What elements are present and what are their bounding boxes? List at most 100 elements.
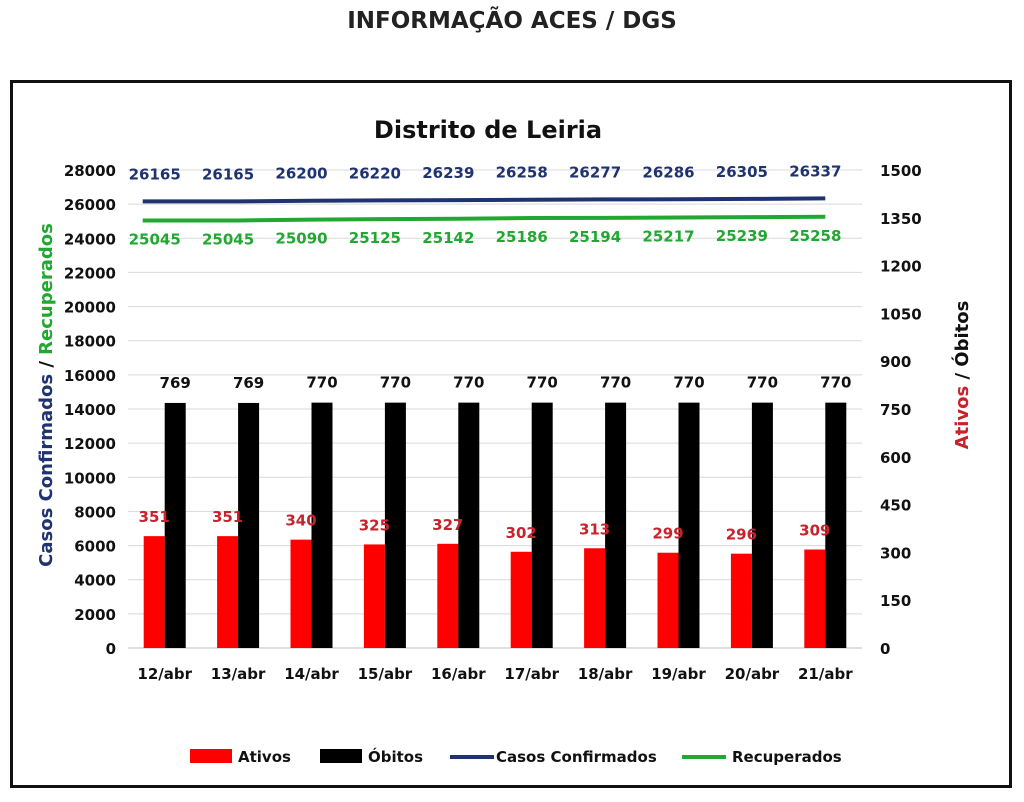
y-tick-left: 16000 — [64, 367, 116, 385]
series-line-recuperados — [142, 214, 826, 223]
data-label-ativos: 327 — [432, 516, 463, 534]
series-lines — [142, 196, 826, 223]
y-tick-left: 4000 — [74, 572, 116, 590]
legend-swatch-ativos — [190, 749, 232, 763]
data-label-recuperados: 25194 — [569, 228, 621, 246]
y-tick-right: 1050 — [880, 305, 922, 323]
y-tick-left: 8000 — [74, 503, 116, 521]
legend-label-confirmados: Casos Confirmados — [496, 748, 657, 766]
data-label-obitos: 769 — [160, 374, 191, 392]
data-label-recuperados: 25217 — [642, 228, 694, 246]
y-tick-left: 10000 — [64, 469, 116, 487]
legend-label-recuperados: Recuperados — [732, 748, 842, 766]
x-tick-label: 21/abr — [798, 665, 853, 683]
bar-ativos — [217, 536, 239, 648]
data-label-confirmados: 26165 — [202, 165, 254, 183]
y-tick-left: 26000 — [64, 196, 116, 214]
bar-ativos — [730, 553, 752, 648]
y-axis-label-left: Casos Confirmados / Recuperados — [36, 223, 57, 567]
data-label-recuperados: 25186 — [496, 228, 548, 246]
y-tick-right: 600 — [880, 449, 911, 467]
y-axis-label-sep-right: / — [952, 367, 973, 386]
y-tick-right: 750 — [880, 401, 911, 419]
data-label-recuperados: 25045 — [202, 230, 254, 248]
bar-ativos — [290, 539, 312, 648]
y-tick-right: 150 — [880, 592, 911, 610]
data-label-recuperados: 25125 — [349, 229, 401, 247]
y-tick-right: 300 — [880, 544, 911, 562]
legend: Ativos Óbitos Casos Confirmados Recuperados — [190, 747, 842, 766]
data-label-ativos: 340 — [285, 512, 316, 530]
data-label-ativos: 351 — [212, 508, 243, 526]
data-label-recuperados: 25045 — [129, 230, 181, 248]
x-tick-label: 19/abr — [651, 665, 706, 683]
y-tick-right: 0 — [880, 640, 890, 658]
data-label-ativos: 351 — [139, 508, 170, 526]
bar-obitos — [678, 402, 700, 648]
bar-ativos — [510, 551, 532, 648]
series-line-confirmados — [142, 196, 826, 204]
bar-obitos — [751, 402, 773, 648]
data-label-confirmados: 26200 — [275, 165, 327, 183]
bar-ativos — [437, 543, 459, 648]
data-labels: 351 351 340 325 327 302 313 299 296 309 769 769 770 7… — [129, 162, 852, 543]
y-tick-left: 28000 — [64, 162, 116, 180]
legend-label-ativos: Ativos — [238, 748, 291, 766]
bar-obitos — [458, 402, 480, 648]
data-label-confirmados: 26220 — [349, 164, 401, 182]
data-label-obitos: 770 — [453, 374, 484, 392]
y-tick-left: 6000 — [74, 538, 116, 556]
data-label-ativos: 313 — [579, 520, 610, 538]
data-label-ativos: 302 — [506, 524, 537, 542]
data-label-obitos: 770 — [820, 374, 851, 392]
y-axis-label-right: Ativos / Óbitos — [951, 301, 973, 450]
x-tick-label: 20/abr — [725, 665, 780, 683]
y-tick-right: 1500 — [880, 162, 922, 180]
y-tick-left: 22000 — [64, 264, 116, 282]
y-tick-right: 1350 — [880, 210, 922, 228]
data-label-confirmados: 26258 — [496, 164, 548, 182]
y-tick-right: 900 — [880, 353, 911, 371]
y-tick-left: 14000 — [64, 401, 116, 419]
data-label-recuperados: 25239 — [716, 227, 768, 245]
legend-swatch-obitos — [320, 749, 362, 763]
y-axis-label-sep-left: / — [36, 355, 57, 374]
bar-obitos — [605, 402, 627, 648]
bar-obitos — [238, 402, 260, 648]
y-tick-right: 1200 — [880, 258, 922, 276]
x-tick-label: 13/abr — [211, 665, 266, 683]
data-label-ativos: 325 — [359, 516, 390, 534]
data-label-obitos: 770 — [527, 374, 558, 392]
data-label-recuperados: 25142 — [422, 229, 474, 247]
bar-ativos — [143, 536, 165, 648]
bar-obitos — [311, 402, 333, 648]
bar-ativos — [363, 544, 385, 648]
y-tick-left: 24000 — [64, 230, 116, 248]
y-axis-label-recuperados: Recuperados — [36, 223, 57, 355]
y-tick-left: 18000 — [64, 333, 116, 351]
data-label-obitos: 769 — [233, 374, 264, 392]
bars — [143, 402, 847, 648]
y-axis-label-ativos: Ativos — [952, 386, 973, 450]
chart-frame — [10, 80, 1012, 788]
x-tick-label: 16/abr — [431, 665, 486, 683]
data-label-recuperados: 25090 — [275, 230, 327, 248]
y-tick-left: 12000 — [64, 435, 116, 453]
legend-label-obitos: Óbitos — [368, 747, 423, 766]
x-tick-label: 14/abr — [284, 665, 339, 683]
x-tick-label: 15/abr — [358, 665, 413, 683]
y-tick-left: 2000 — [74, 606, 116, 624]
bar-ativos — [804, 549, 826, 648]
y-tick-right: 450 — [880, 497, 911, 515]
data-label-obitos: 770 — [380, 374, 411, 392]
data-label-obitos: 770 — [747, 374, 778, 392]
data-label-ativos: 299 — [652, 525, 683, 543]
page-title: INFORMAÇÃO ACES / DGS — [347, 8, 677, 34]
chart-title: Distrito de Leiria — [374, 116, 602, 144]
data-label-confirmados: 26286 — [642, 163, 694, 181]
x-tick-label: 17/abr — [504, 665, 559, 683]
data-label-ativos: 296 — [726, 526, 757, 544]
data-label-recuperados: 25258 — [789, 227, 841, 245]
data-label-confirmados: 26277 — [569, 163, 621, 181]
